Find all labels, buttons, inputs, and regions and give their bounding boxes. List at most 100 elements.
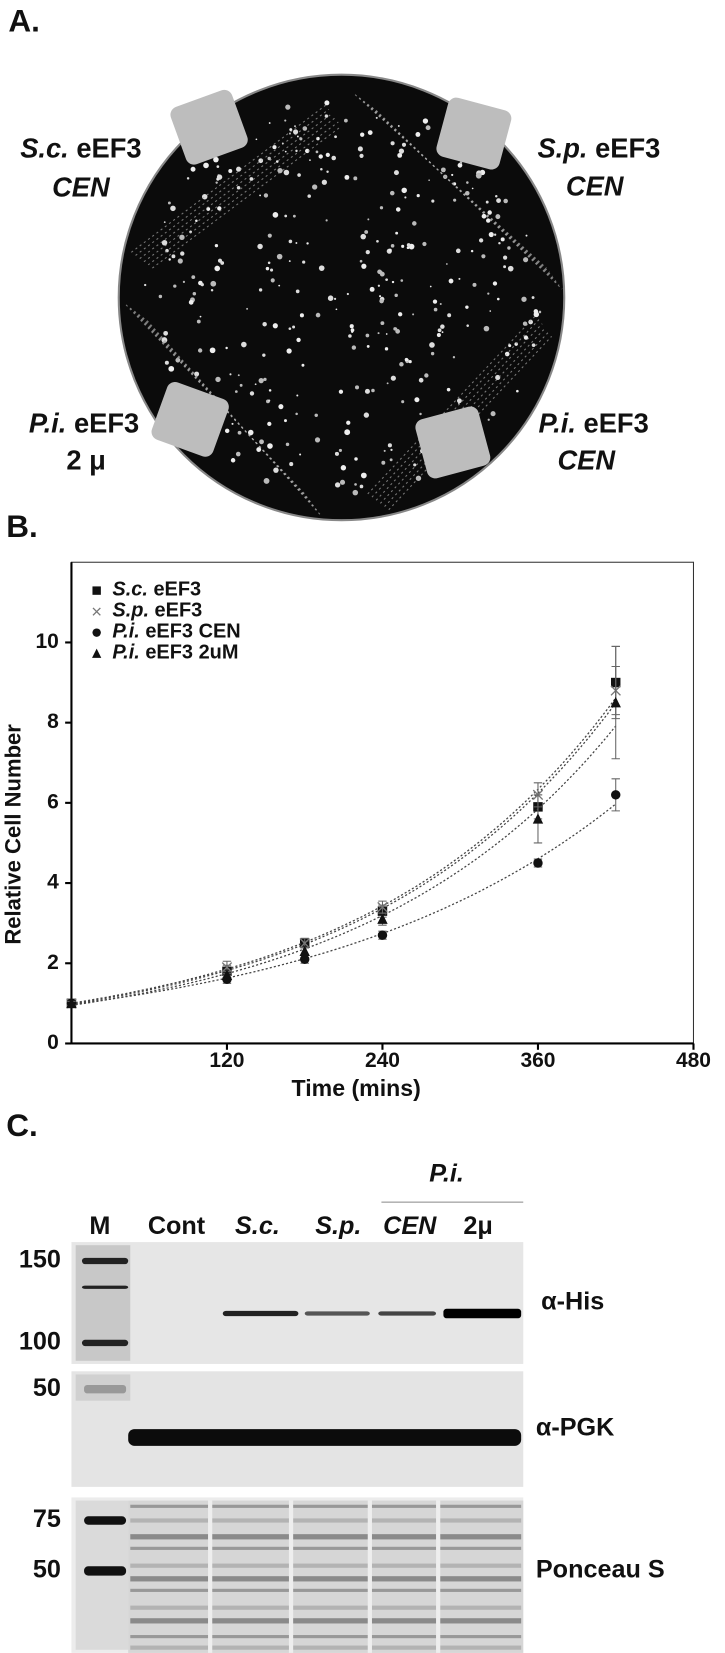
streak: [371, 319, 540, 498]
point: [377, 901, 388, 913]
colony: [278, 284, 281, 287]
colony: [334, 135, 337, 139]
lane-gap: [436, 1500, 441, 1653]
colony: [414, 397, 420, 403]
colony: [273, 467, 279, 473]
colony: [516, 389, 519, 393]
colony: [215, 181, 218, 184]
colony: [430, 351, 435, 356]
colony: [386, 382, 389, 385]
colony: [490, 411, 496, 417]
colony: [495, 195, 498, 198]
colony: [309, 159, 311, 162]
colony: [487, 210, 492, 215]
colony: [237, 430, 242, 435]
colony: [197, 348, 203, 353]
colony: [295, 242, 298, 244]
colony: [472, 282, 477, 287]
plasmid: CEN: [52, 171, 111, 202]
point: [610, 696, 621, 708]
colony: [500, 237, 505, 242]
colony: [494, 233, 497, 236]
lane-label: 2μ: [463, 1212, 492, 1240]
colony: [231, 422, 234, 425]
colony: [440, 324, 445, 329]
colony: [268, 122, 271, 124]
colony: [408, 359, 412, 364]
colony: [199, 315, 202, 318]
colony: [395, 329, 401, 334]
colony: [422, 118, 429, 124]
panel-label: B.: [6, 508, 38, 544]
colony: [217, 258, 223, 263]
ponceau-band: [130, 1534, 522, 1540]
plasmid: CEN: [557, 445, 616, 476]
colony: [366, 345, 370, 348]
colony: [236, 166, 242, 172]
colony: [398, 312, 403, 317]
x-axis-label: Time (mins): [292, 1075, 421, 1101]
colony: [538, 310, 542, 314]
colony: [258, 288, 263, 292]
colony: [401, 142, 407, 147]
colony: [246, 307, 249, 310]
colony: [357, 146, 363, 152]
colony: [390, 375, 396, 381]
blots: [71, 1242, 524, 1653]
colony: [203, 162, 209, 169]
colony: [365, 333, 370, 338]
colony: [351, 345, 357, 350]
colony: [359, 153, 364, 158]
colony: [413, 463, 417, 467]
legend-marker: [92, 607, 101, 616]
colony: [363, 412, 370, 418]
colony: [318, 154, 323, 159]
colony: [401, 187, 407, 194]
colony: [272, 145, 277, 150]
colony: [267, 443, 273, 449]
panel-label: C.: [6, 1107, 38, 1143]
colony: [346, 292, 349, 296]
colony: [177, 258, 183, 264]
colony: [321, 179, 327, 185]
colony: [352, 489, 359, 496]
ponceau-band: [130, 1645, 522, 1650]
colony: [267, 261, 271, 265]
colony: [466, 181, 469, 184]
colony: [314, 437, 321, 443]
colony: [399, 362, 404, 367]
marker-band: [81, 1339, 129, 1347]
colony: [277, 167, 283, 174]
colony: [339, 479, 346, 485]
colony: [180, 251, 185, 256]
colony: [299, 313, 304, 318]
streak: [139, 113, 333, 260]
lane-gap: [288, 1500, 294, 1653]
colony: [254, 383, 257, 386]
colony: [168, 365, 175, 372]
colony: [385, 278, 388, 282]
colony: [376, 239, 379, 243]
colony: [267, 421, 272, 427]
marker-band: [81, 1285, 129, 1289]
colony: [257, 243, 263, 250]
colony: [523, 257, 529, 263]
colony: [196, 319, 201, 324]
colony: [334, 482, 341, 488]
colony: [216, 165, 220, 168]
his-band: [304, 1311, 370, 1316]
colony: [389, 190, 395, 196]
colony: [379, 271, 385, 277]
colony: [389, 458, 393, 462]
marker-size: 50: [33, 1556, 61, 1584]
colony: [401, 400, 405, 404]
colony: [295, 412, 298, 416]
colony: [453, 198, 457, 202]
colony: [182, 280, 186, 284]
lane-label: CEN: [383, 1212, 437, 1240]
colony: [508, 344, 512, 348]
colony: [225, 346, 228, 350]
colony: [364, 388, 370, 394]
point: [66, 997, 77, 1009]
